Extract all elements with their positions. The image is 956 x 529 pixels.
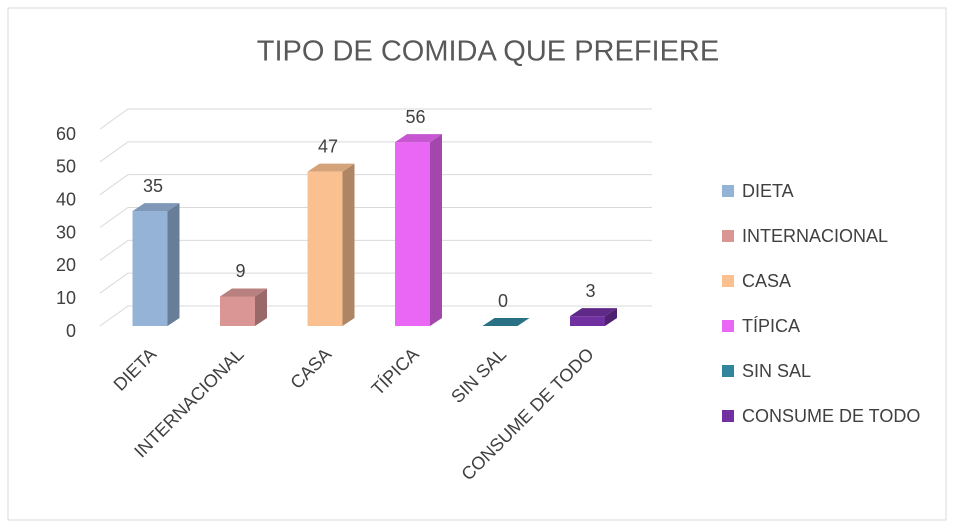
grid-line — [99, 239, 652, 261]
bar-front — [220, 296, 255, 326]
value-label: 47 — [318, 136, 338, 156]
bar-front — [395, 142, 430, 326]
legend-label: CASA — [742, 271, 791, 291]
bar-side — [342, 163, 355, 326]
legend-label: CONSUME DE TODO — [742, 406, 920, 426]
bar — [482, 318, 530, 326]
chart-title: TIPO DE COMIDA QUE PREFIERE — [257, 36, 719, 68]
bar-side — [430, 134, 442, 326]
grid-line — [99, 305, 652, 327]
legend-swatch — [722, 230, 734, 242]
grid-line — [99, 141, 652, 163]
legend-label: INTERNACIONAL — [742, 226, 888, 246]
y-tick-label: 60 — [56, 124, 76, 144]
y-tick-label: 50 — [56, 157, 76, 177]
grid-line — [99, 108, 652, 130]
legend-label: TÍPICA — [742, 316, 800, 336]
y-tick-label: 20 — [56, 255, 76, 275]
bar-front — [132, 211, 168, 326]
bar-front — [307, 171, 343, 326]
bar-side — [255, 288, 267, 326]
grid-line — [99, 207, 652, 228]
bar — [307, 163, 355, 326]
value-label: 56 — [405, 107, 425, 127]
value-label: 9 — [235, 261, 245, 281]
y-tick-label: 40 — [56, 189, 76, 209]
bar — [220, 288, 267, 326]
bar — [570, 308, 617, 326]
value-label: 0 — [498, 291, 508, 311]
legend-swatch — [722, 275, 734, 287]
legend-label: SIN SAL — [742, 361, 811, 381]
legend-swatch — [722, 320, 734, 332]
value-label: 35 — [143, 176, 163, 196]
bar-front — [570, 316, 605, 326]
y-tick-label: 0 — [66, 321, 76, 341]
bar-top — [132, 203, 180, 212]
grid-line — [99, 272, 652, 294]
grid-line — [99, 174, 652, 196]
legend-label: DIETA — [742, 181, 794, 201]
bar-top — [220, 288, 267, 297]
bar-side — [167, 203, 180, 326]
bar-side — [605, 308, 617, 326]
legend-swatch — [722, 185, 734, 197]
bar — [395, 134, 442, 326]
y-tick-label: 30 — [56, 222, 76, 242]
legend-swatch — [722, 365, 734, 377]
bar-top — [307, 163, 355, 172]
bar-top — [570, 308, 617, 317]
bar — [132, 203, 180, 326]
bar-top — [482, 318, 530, 326]
value-label: 3 — [585, 281, 595, 301]
y-tick-label: 10 — [56, 288, 76, 308]
bar-top — [395, 134, 442, 143]
legend-swatch — [722, 410, 734, 422]
